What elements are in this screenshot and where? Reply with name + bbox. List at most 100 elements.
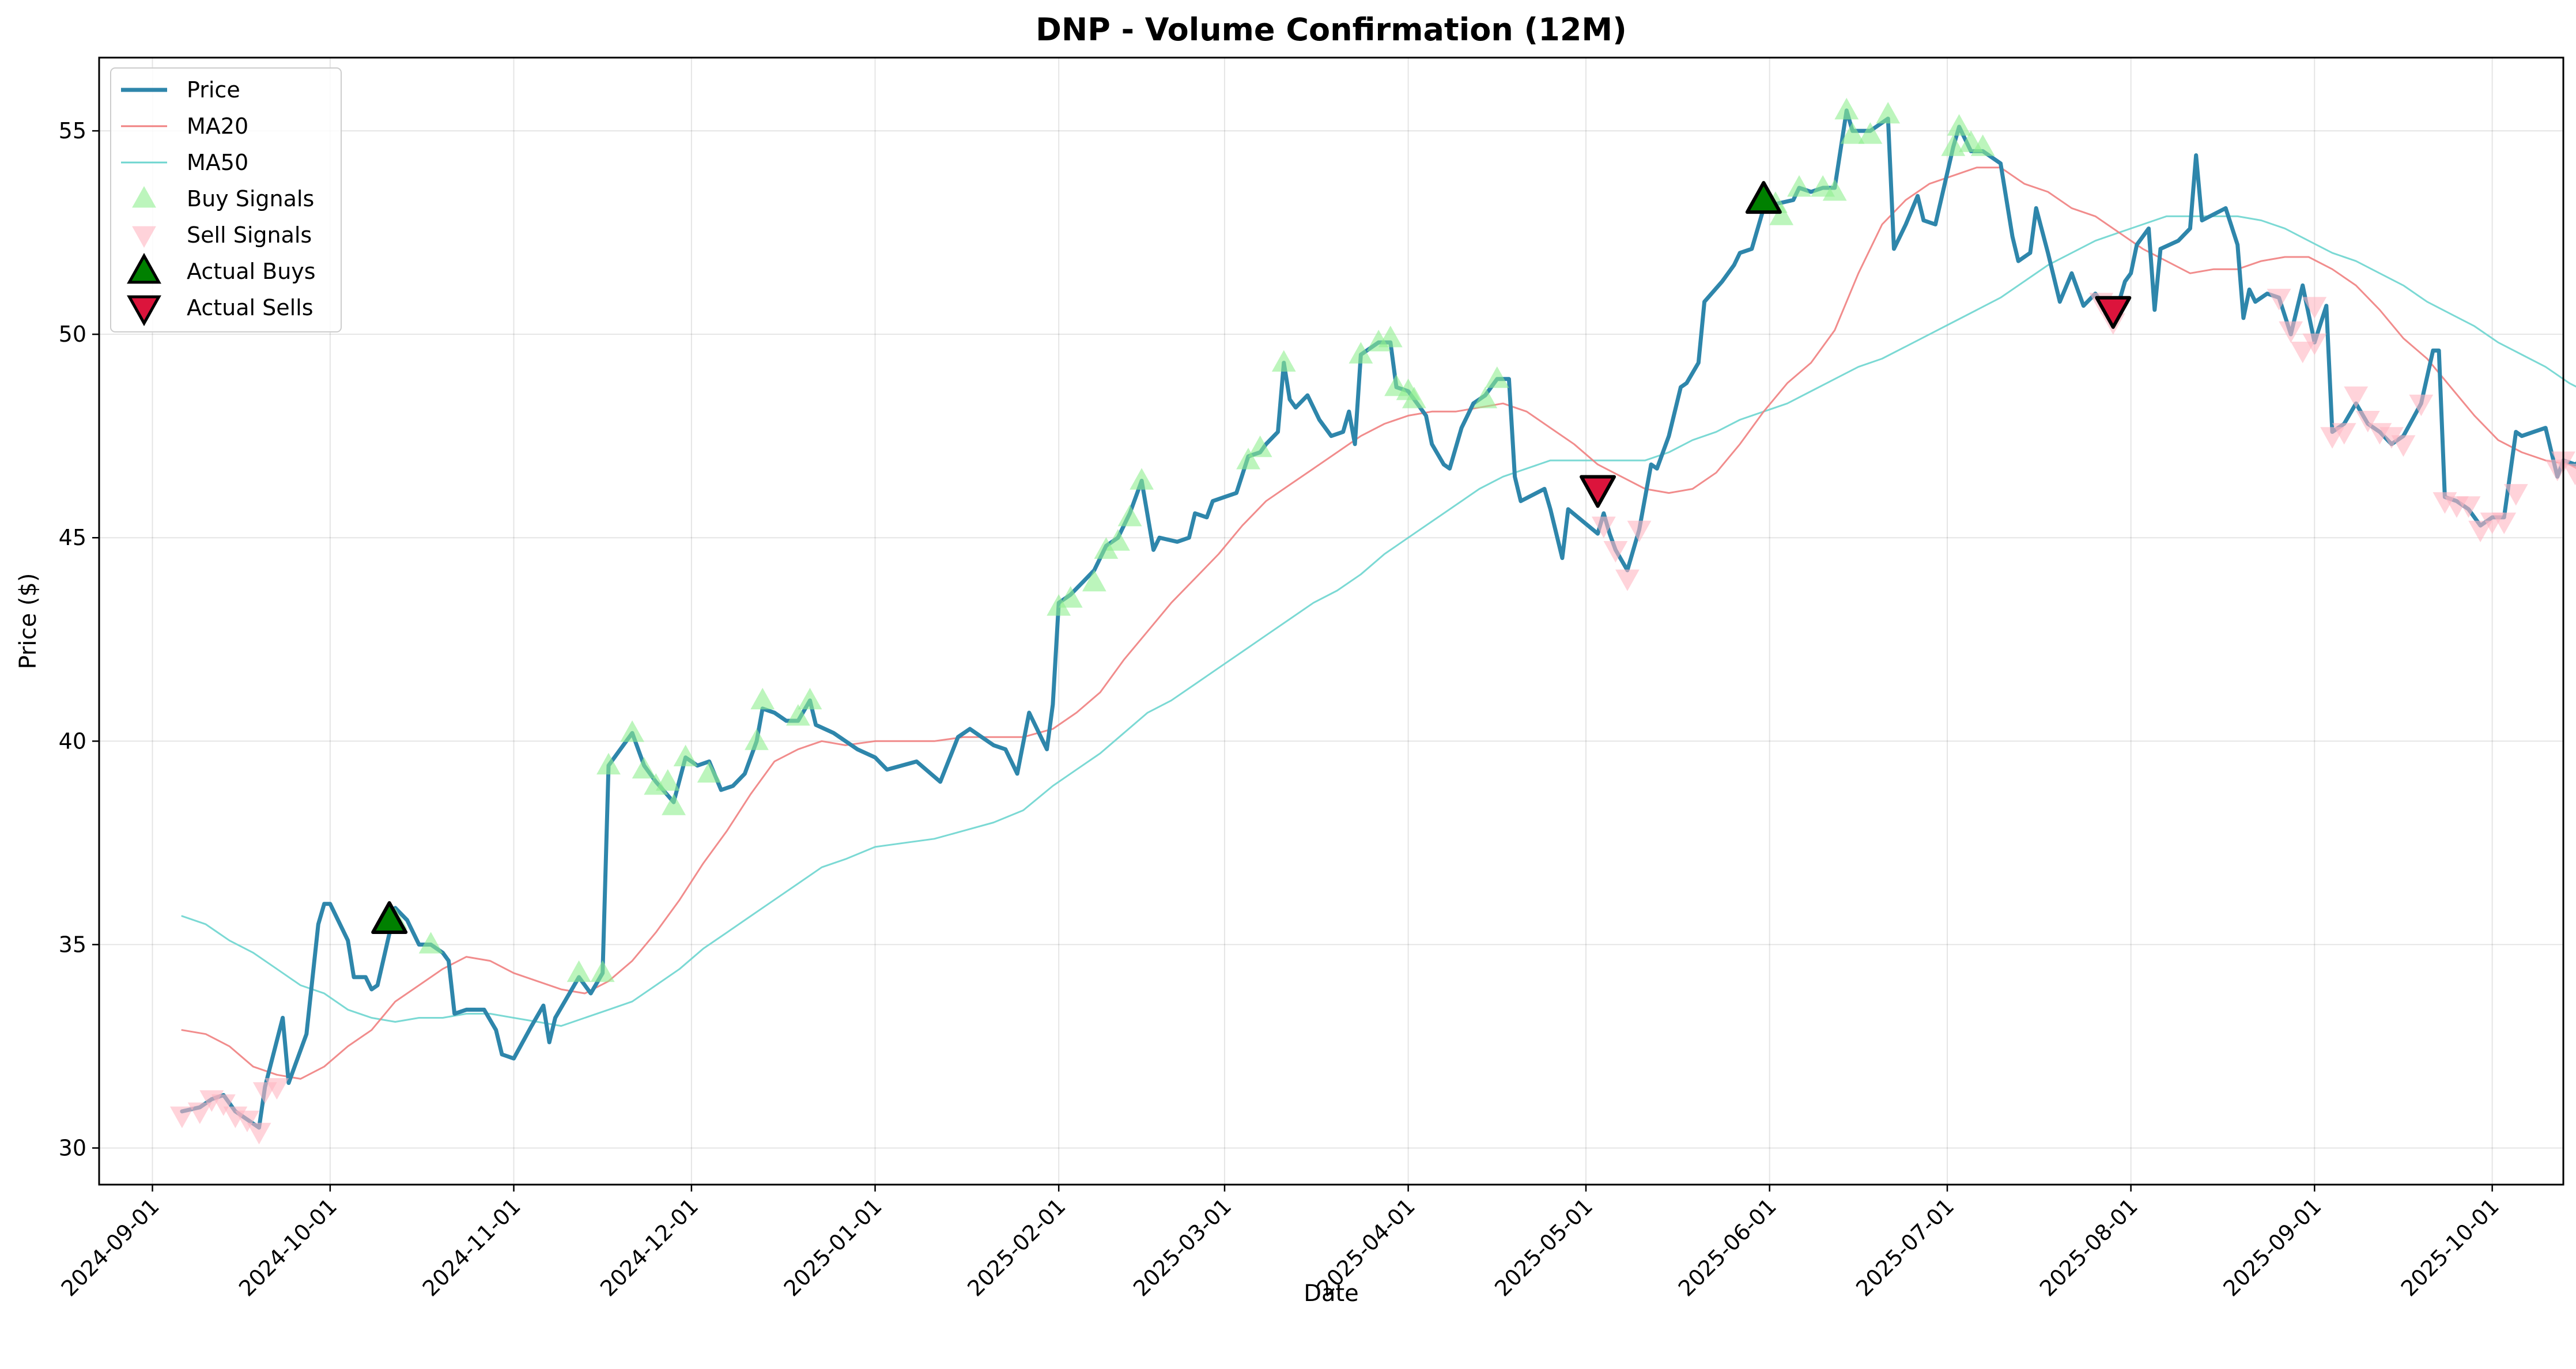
buy-signal-marker [596,752,621,775]
sell-signal-marker [2468,520,2492,543]
legend-swatch-sell-signal [132,226,156,248]
buy-signal-marker [798,687,822,710]
legend-label: Price [187,77,240,103]
sell-signal-marker [187,1102,212,1124]
y-tick-label: 30 [59,1135,86,1160]
buy-signal-marker [662,793,686,815]
buy-signal-marker [1970,134,1995,156]
buy-signal-marker [745,728,769,750]
buy-signal-marker [1378,326,1403,347]
x-axis-label: Date [1304,1280,1359,1307]
buy-signal-marker [1130,468,1154,490]
sell-signal-marker [2503,484,2528,506]
sell-signal-marker [265,1078,289,1100]
buy-signal-marker [418,932,443,954]
sell-signal-marker [1603,541,1628,563]
buy-signal-marker [1271,350,1296,372]
buy-signal-marker [620,720,644,742]
legend-label: Actual Sells [187,295,313,320]
sell-signal-marker [2563,463,2576,486]
buy-signal-marker [1082,569,1106,592]
buy-signal-marker [1787,175,1811,197]
buy-signal-marker [590,960,615,982]
legend-label: Sell Signals [187,222,312,248]
sell-signal-marker [2279,321,2303,343]
buy-signal-marker [1236,448,1260,470]
actual-sell-marker [2095,296,2132,329]
sell-signal-marker [2332,423,2356,445]
y-tick-label: 45 [59,525,86,550]
buy-signal-marker [673,744,698,766]
sell-signal-marker [2379,427,2404,449]
sell-signal-marker [2456,496,2481,518]
ma50-line [181,215,2576,1027]
actual-buy-marker [1745,181,1782,214]
legend-label: MA20 [187,114,248,139]
sell-signal-marker [2355,411,2380,433]
buy-signal-marker [632,757,656,779]
y-tick-label: 40 [59,728,86,754]
price-line [180,108,2576,1130]
legend-swatch-actual-sell [127,295,161,327]
y-tick-label: 50 [59,322,86,347]
buy-signal-marker [1769,203,1794,225]
series-layer [180,108,2576,1130]
actual-buy-marker [371,901,408,935]
sell-signal-marker [2391,435,2416,457]
buy-signal-marker [566,960,591,982]
sell-signal-marker [1615,569,1640,591]
sell-signal-marker [2290,342,2315,364]
sell-signal-marker [170,1106,194,1128]
sell-signal-marker [2492,512,2517,534]
legend-swatch-actual-buy [127,252,161,284]
sell-signal-marker [1627,520,1652,543]
buy-signal-marker [655,769,680,791]
buy-signal-marker [1941,134,1966,156]
buy-signal-marker [1822,179,1847,201]
signal-markers [170,97,2576,1145]
sell-signal-marker [211,1094,236,1116]
legend-label: Actual Buys [187,259,316,284]
buy-signal-marker [1094,537,1119,559]
buy-signal-marker [1947,114,1971,136]
y-axis-ticks: 30 35 40 45 50 55 [59,118,99,1160]
buy-signal-marker [1349,342,1373,364]
sell-signal-marker [2409,394,2434,417]
sell-signal-marker [2302,333,2327,356]
buy-signal-marker [697,761,722,783]
legend-swatch-buy-signal [132,186,156,208]
buy-signal-marker [1834,97,1859,120]
buy-signal-marker [1840,122,1865,144]
buy-signal-marker [1058,586,1083,608]
sell-signal-marker [2302,297,2327,319]
buy-signal-marker [1858,122,1883,144]
sell-signal-marker [235,1110,259,1133]
buy-signal-marker [750,687,775,710]
buy-signal-marker [1106,529,1130,551]
actual-sell-marker [1580,475,1616,508]
y-axis-label: Price ($) [15,573,41,670]
legend-label: Buy Signals [187,186,314,211]
sell-signal-marker [1591,516,1616,539]
buy-signal-marker [1485,366,1509,388]
legend: Price MA20 MA50 Buy Signals Sell Signals Actu… [110,67,342,332]
buy-signal-marker [1248,435,1272,457]
legend-label: MA50 [187,150,248,175]
buy-signal-marker [786,704,810,726]
sell-signal-marker [2267,289,2291,311]
buy-signal-marker [1117,504,1142,527]
grid-lines [99,58,2563,1185]
y-tick-label: 35 [59,932,86,957]
buy-signal-marker [1402,387,1426,409]
sell-signal-marker [247,1122,271,1145]
chart-title: DNP - Volume Confirmation (12M) [1036,12,1627,48]
buy-signal-marker [1876,101,1901,124]
legend-box [110,67,342,332]
buy-signal-marker [1047,594,1071,616]
y-tick-label: 55 [59,118,86,143]
plot-frame [98,56,2564,1186]
buy-signal-marker [1473,387,1498,409]
